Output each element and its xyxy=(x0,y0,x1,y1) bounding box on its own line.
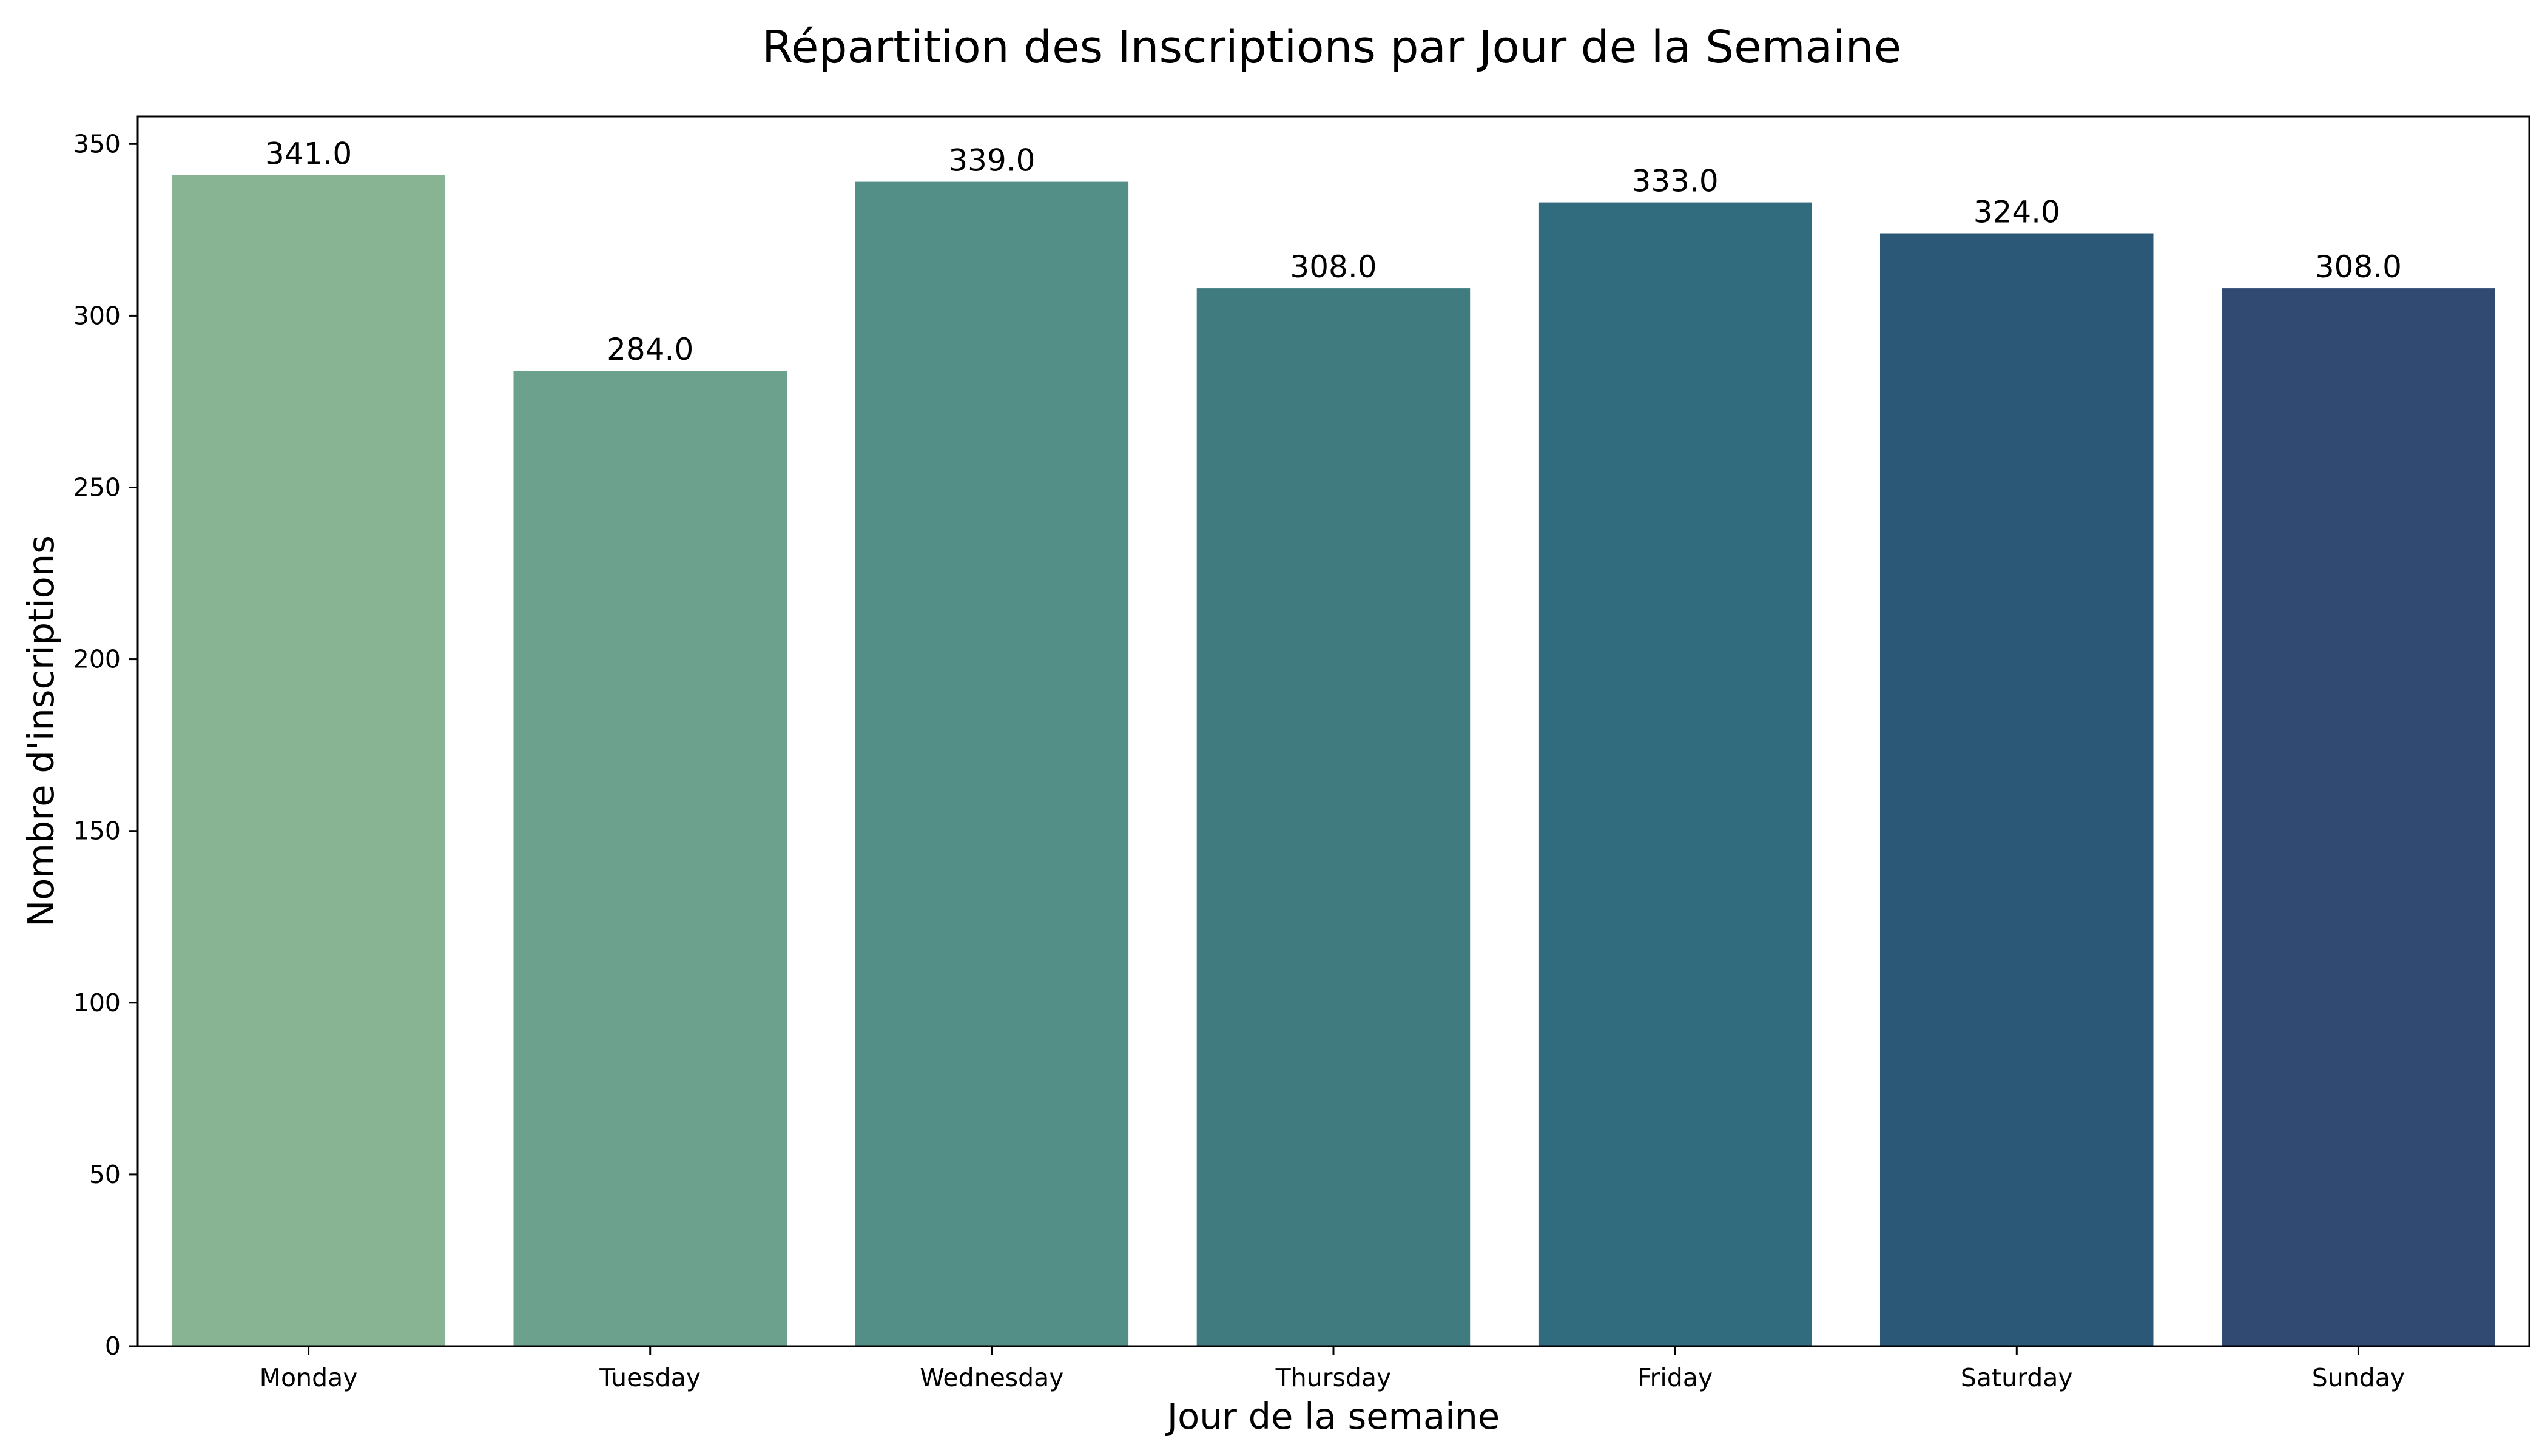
y-tick-label: 250 xyxy=(73,473,121,502)
y-tick-label: 350 xyxy=(73,129,121,158)
axes: Monday Tuesday Wednesday Thursday Friday Satu… xyxy=(73,129,2405,1392)
x-tick-label-wednesday: Wednesday xyxy=(920,1363,1063,1392)
y-tick-label: 0 xyxy=(105,1332,121,1361)
y-tick-label: 100 xyxy=(73,988,121,1017)
x-tick-label-sunday: Sunday xyxy=(2312,1363,2405,1392)
x-tick-label-saturday: Saturday xyxy=(1961,1363,2073,1392)
bar-saturday xyxy=(1880,233,2154,1346)
value-label-monday: 341.0 xyxy=(265,136,352,171)
chart-title: Répartition des Inscriptions par Jour de… xyxy=(762,21,1901,73)
bar-thursday xyxy=(1196,288,1471,1347)
plot-area: 341.0 284.0 339.0 308.0 333.0 324.0 308.0 xyxy=(172,136,2495,1347)
y-tick-label: 50 xyxy=(89,1160,121,1189)
value-label-thursday: 308.0 xyxy=(1290,249,1377,285)
value-label-saturday: 324.0 xyxy=(1973,195,2060,230)
y-tick-label: 300 xyxy=(73,301,121,330)
bar-sunday xyxy=(2222,288,2495,1347)
x-tick-label-monday: Monday xyxy=(260,1363,358,1392)
y-axis-label: Nombre d'inscriptions xyxy=(20,535,62,927)
value-label-friday: 333.0 xyxy=(1632,164,1719,199)
bar-wednesday xyxy=(855,181,1129,1347)
x-axis-label: Jour de la semaine xyxy=(1165,1395,1500,1437)
value-label-sunday: 308.0 xyxy=(2315,249,2402,285)
x-tick-label-friday: Friday xyxy=(1637,1363,1713,1392)
bar-monday xyxy=(172,175,445,1346)
x-tick-label-thursday: Thursday xyxy=(1275,1363,1392,1392)
bar-tuesday xyxy=(513,371,787,1346)
value-label-tuesday: 284.0 xyxy=(607,332,693,367)
y-tick-label: 150 xyxy=(73,817,121,846)
x-tick-label-tuesday: Tuesday xyxy=(599,1363,701,1392)
y-tick-label: 200 xyxy=(73,645,121,674)
value-label-wednesday: 339.0 xyxy=(948,143,1035,178)
bar-friday xyxy=(1538,202,1812,1347)
